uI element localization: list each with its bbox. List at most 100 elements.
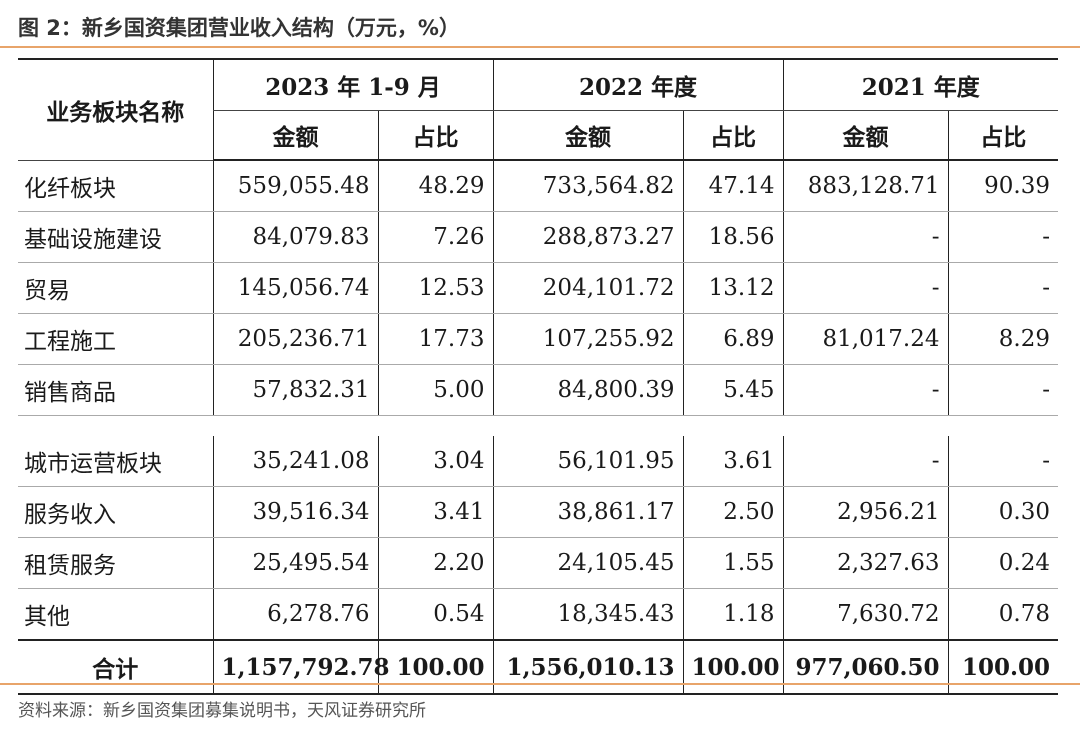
segment-name: 租赁服务 bbox=[18, 537, 213, 589]
share-cell: - bbox=[947, 262, 1058, 314]
amount-cell: 145,056.74 bbox=[212, 262, 378, 314]
amount-cell: 288,873.27 bbox=[492, 211, 683, 263]
segment-name: 化纤板块 bbox=[18, 160, 213, 212]
total-cell: 100.00 bbox=[947, 639, 1058, 695]
table-page-break bbox=[18, 416, 1058, 437]
amount-cell: 38,861.17 bbox=[492, 486, 683, 538]
share-cell: 2.50 bbox=[682, 486, 783, 538]
table-total: 合计 1,157,792.78 100.00 1,556,010.13 100.… bbox=[18, 639, 1058, 695]
share-cell: 0.24 bbox=[947, 537, 1058, 589]
share-cell: 47.14 bbox=[682, 160, 783, 212]
figure-title: 图 2：新乡国资集团营业收入结构（万元，%） bbox=[18, 16, 460, 40]
segment-name: 服务收入 bbox=[18, 486, 213, 538]
share-cell: 0.54 bbox=[377, 588, 493, 641]
amount-cell: 7,630.72 bbox=[782, 588, 948, 641]
amount-cell: 2,327.63 bbox=[782, 537, 948, 589]
total-label: 合计 bbox=[18, 639, 213, 695]
share-cell: 48.29 bbox=[377, 160, 493, 212]
share-header: 占比 bbox=[377, 110, 493, 161]
total-cell: 100.00 bbox=[377, 639, 493, 695]
total-row: 合计 1,157,792.78 100.00 1,556,010.13 100.… bbox=[18, 639, 1058, 695]
amount-cell: - bbox=[782, 211, 948, 263]
amount-cell: 57,832.31 bbox=[212, 364, 378, 416]
period-header-2022: 2022 年度 bbox=[492, 58, 783, 111]
share-cell: 17.73 bbox=[377, 313, 493, 365]
amount-cell: 81,017.24 bbox=[782, 313, 948, 365]
table-row: 基础设施建设 84,079.83 7.26 288,873.27 18.56- - bbox=[18, 211, 1058, 263]
total-cell: 1,556,010.13 bbox=[492, 639, 683, 695]
amount-cell: 84,800.39 bbox=[492, 364, 683, 416]
amount-header: 金额 bbox=[782, 110, 948, 161]
share-cell: 3.04 bbox=[377, 436, 493, 487]
table-row: 城市运营板块 35,241.08 3.04 56,101.95 3.61- - bbox=[18, 436, 1058, 487]
share-cell: 3.61 bbox=[682, 436, 783, 487]
share-cell: 8.29 bbox=[947, 313, 1058, 365]
share-cell: - bbox=[947, 364, 1058, 416]
amount-cell: 6,278.76 bbox=[212, 588, 378, 641]
table-row: 其他 6,278.76 0.54 18,345.43 1.18 7,630.72 0.78 bbox=[18, 588, 1058, 641]
total-cell: 977,060.50 bbox=[782, 639, 948, 695]
segment-name: 贸易 bbox=[18, 262, 213, 314]
period-header-2023q3: 2023 年 1-9 月 bbox=[212, 58, 493, 111]
share-cell: 18.56 bbox=[682, 211, 783, 263]
share-cell: 6.89 bbox=[682, 313, 783, 365]
share-cell: 13.12 bbox=[682, 262, 783, 314]
share-header: 占比 bbox=[682, 110, 783, 161]
table-body-part-1: 化纤板块 559,055.48 48.29 733,564.82 47.14 883,12… bbox=[18, 160, 1058, 416]
share-cell: 2.20 bbox=[377, 537, 493, 589]
share-cell: 90.39 bbox=[947, 160, 1058, 212]
total-cell: 1,157,792.78 bbox=[212, 639, 390, 695]
amount-cell: 205,236.71 bbox=[212, 313, 378, 365]
header-row-metrics: 金额 占比 金额 占比 金额 占比 bbox=[18, 110, 1058, 161]
segment-name: 工程施工 bbox=[18, 313, 213, 365]
table-body-part-2: 城市运营板块 35,241.08 3.04 56,101.95 3.61- - 服务收入 39… bbox=[18, 436, 1058, 641]
share-cell: 1.55 bbox=[682, 537, 783, 589]
amount-header: 金额 bbox=[212, 110, 378, 161]
amount-cell: 18,345.43 bbox=[492, 588, 683, 641]
segment-name: 城市运营板块 bbox=[18, 436, 213, 487]
amount-cell: - bbox=[782, 262, 948, 314]
header-row-periods: 业务板块名称 2023 年 1-9 月 2022 年度 2021 年度 bbox=[18, 58, 1058, 161]
amount-cell: 107,255.92 bbox=[492, 313, 683, 365]
amount-cell: 733,564.82 bbox=[492, 160, 683, 212]
amount-header: 金额 bbox=[492, 110, 683, 161]
amount-cell: 559,055.48 bbox=[212, 160, 378, 212]
title-divider bbox=[0, 46, 1080, 48]
amount-cell: 56,101.95 bbox=[492, 436, 683, 487]
source-note: 资料来源：新乡国资集团募集说明书，天风证券研究所 bbox=[18, 701, 426, 721]
share-cell: 12.53 bbox=[377, 262, 493, 314]
table-row: 贸易 145,056.74 12.53 204,101.72 13.12- - bbox=[18, 262, 1058, 314]
source-divider bbox=[0, 683, 1080, 685]
share-cell: - bbox=[947, 211, 1058, 263]
amount-cell: 84,079.83 bbox=[212, 211, 378, 263]
amount-cell: 39,516.34 bbox=[212, 486, 378, 538]
share-cell: 0.78 bbox=[947, 588, 1058, 641]
share-cell: 0.30 bbox=[947, 486, 1058, 538]
share-cell: 3.41 bbox=[377, 486, 493, 538]
revenue-structure-table: 业务板块名称 2023 年 1-9 月 2022 年度 2021 年度 金额 占… bbox=[18, 58, 1058, 695]
segment-name: 基础设施建设 bbox=[18, 211, 213, 263]
total-cell: 100.00 bbox=[682, 639, 783, 695]
table-row: 销售商品 57,832.31 5.00 84,800.39 5.45- - bbox=[18, 364, 1058, 416]
amount-cell: - bbox=[782, 364, 948, 416]
business-segment-header: 业务板块名称 bbox=[18, 58, 213, 161]
share-cell: - bbox=[947, 436, 1058, 487]
table-row: 租赁服务 25,495.54 2.20 24,105.45 1.55 2,327.63 0.… bbox=[18, 537, 1058, 589]
table-row: 化纤板块 559,055.48 48.29 733,564.82 47.14 883,12… bbox=[18, 160, 1058, 212]
share-cell: 7.26 bbox=[377, 211, 493, 263]
table-row: 工程施工 205,236.71 17.73 107,255.92 6.89 81,017.… bbox=[18, 313, 1058, 365]
segment-name: 其他 bbox=[18, 588, 213, 641]
amount-cell: 883,128.71 bbox=[782, 160, 948, 212]
amount-cell: 2,956.21 bbox=[782, 486, 948, 538]
amount-cell: 204,101.72 bbox=[492, 262, 683, 314]
period-header-2021: 2021 年度 bbox=[782, 58, 1058, 111]
segment-name: 销售商品 bbox=[18, 364, 213, 416]
share-cell: 5.45 bbox=[682, 364, 783, 416]
amount-cell: 24,105.45 bbox=[492, 537, 683, 589]
share-header: 占比 bbox=[947, 110, 1058, 161]
share-cell: 1.18 bbox=[682, 588, 783, 641]
amount-cell: 25,495.54 bbox=[212, 537, 378, 589]
share-cell: 5.00 bbox=[377, 364, 493, 416]
table-row: 服务收入 39,516.34 3.41 38,861.17 2.50 2,956.21 0.… bbox=[18, 486, 1058, 538]
amount-cell: 35,241.08 bbox=[212, 436, 378, 487]
